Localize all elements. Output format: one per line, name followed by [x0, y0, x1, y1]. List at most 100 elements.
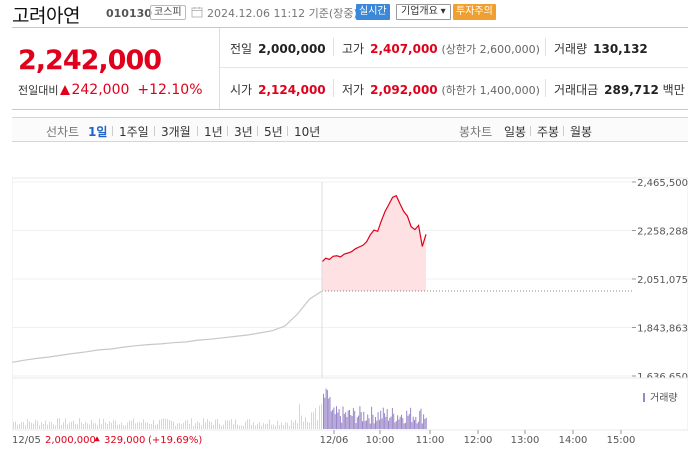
volume-bar — [261, 425, 262, 429]
volume-bar — [319, 405, 320, 429]
volume-bar — [191, 418, 192, 429]
volume-bar — [424, 418, 426, 429]
volume-bar — [343, 414, 345, 429]
volume-bar — [55, 425, 56, 429]
volume-bar — [347, 410, 349, 429]
change-label: 전일대비 — [18, 84, 59, 97]
chart-period-tabs: 선차트 1일 1주일 3개월 1년 3년 5년 10년 봉차트 일봉 주봉 월봉 — [12, 117, 688, 142]
company-overview-button[interactable]: 기업개요 ▾ — [396, 4, 451, 20]
tab-3month[interactable]: 3개월 — [161, 125, 191, 139]
volume-bar — [243, 425, 244, 429]
volume-bar — [177, 423, 178, 429]
tab-10year[interactable]: 10년 — [294, 125, 321, 139]
tab-5year[interactable]: 5년 — [264, 125, 283, 139]
volume-bar — [389, 417, 391, 429]
investment-warning-badge[interactable]: 투자주의 — [453, 4, 496, 20]
low-value: 2,092,000 — [370, 83, 438, 97]
y-tick-label: 1,843,863 — [637, 324, 688, 335]
tab-1week[interactable]: 1주일 — [119, 125, 149, 139]
volume-bar — [359, 406, 361, 429]
volume-bar — [195, 423, 196, 429]
volume-bar — [59, 418, 60, 429]
volume-bar — [329, 397, 331, 429]
volume-bar — [37, 420, 38, 429]
volume-bar — [269, 419, 270, 429]
volume-bar — [31, 422, 32, 429]
tab-3year[interactable]: 3년 — [234, 125, 253, 139]
volume-bar — [363, 411, 365, 429]
volume-bar — [378, 419, 380, 429]
volume-bar — [109, 421, 110, 429]
volume-bar — [143, 419, 144, 429]
tab-weekly-candle[interactable]: 주봉 — [537, 125, 560, 139]
volume-bar — [293, 422, 294, 429]
tab-1day[interactable]: 1일 — [88, 125, 108, 139]
open-value: 2,124,000 — [258, 83, 326, 97]
x-tick-label: 11:00 — [416, 435, 445, 446]
volume-bar — [17, 425, 18, 429]
volume-bar — [229, 420, 230, 429]
current-price: 2,242,000 — [18, 45, 162, 76]
volume-bar — [169, 420, 170, 429]
volume-bar — [233, 424, 234, 429]
volume-legend: 거래량 — [650, 392, 678, 404]
volume-bar — [311, 412, 312, 429]
volume-bar — [219, 423, 220, 429]
volume-bar — [419, 410, 421, 429]
change-value: 242,000 — [71, 82, 130, 98]
volume-bar — [205, 422, 206, 429]
volume-bar — [338, 409, 340, 429]
volume-bar — [43, 424, 44, 429]
current-price-box: 2,242,000 전일대비 242,000 +12.10% — [12, 28, 220, 109]
volume-bar — [69, 422, 70, 429]
volume-bar — [358, 415, 360, 429]
volume-bar — [345, 412, 347, 429]
volume-bar — [367, 414, 369, 429]
volume-bar — [406, 410, 408, 429]
volume-bar — [105, 422, 106, 429]
volume-bar — [417, 421, 419, 429]
lower-limit: (하한가 1,400,000) — [441, 84, 540, 97]
x-tick-label: 12/06 — [320, 435, 349, 446]
prev-day-up-icon — [94, 436, 100, 442]
prev-day-close: 2,000,000 — [45, 435, 96, 446]
volume-bar — [360, 412, 362, 429]
tab-1year[interactable]: 1년 — [204, 125, 223, 139]
prev-day-pct: (+19.69%) — [148, 435, 202, 446]
volume-bar — [199, 422, 200, 429]
volume-bar — [41, 422, 42, 429]
intraday-chart: 2,465,5002,258,2882,051,0751,843,8631,63… — [11, 172, 689, 460]
volume-bar — [333, 407, 335, 429]
volume-bar — [71, 421, 72, 429]
volume-bar — [81, 422, 82, 429]
volume-bar — [63, 422, 64, 429]
volume-bar — [161, 419, 162, 429]
volume-bar — [377, 412, 379, 429]
volume-bar — [337, 412, 339, 429]
volume-bar — [57, 418, 58, 429]
volume-bar — [352, 408, 354, 429]
volume-bar — [253, 422, 254, 429]
volume-bar — [117, 424, 118, 429]
realtime-badge[interactable]: 실시간 — [356, 4, 390, 20]
volume-bar — [414, 419, 415, 429]
volume-bar — [245, 421, 246, 429]
stock-header: 고려아연 010130 코스피 2024.12.06 11:12 기준(장중) … — [0, 0, 700, 27]
volume-bar — [425, 417, 427, 429]
tab-monthly-candle[interactable]: 월봉 — [570, 125, 593, 139]
open-label: 시가 — [230, 83, 253, 97]
tab-daily-candle[interactable]: 일봉 — [504, 125, 527, 139]
volume-bar — [221, 425, 222, 429]
volume-bar — [356, 417, 358, 429]
volume-bar — [303, 421, 304, 429]
volume-bar — [255, 425, 256, 429]
volume-bar — [203, 418, 204, 429]
volume-bar — [91, 419, 92, 429]
volume-bar — [398, 419, 400, 429]
volume-bar — [157, 423, 158, 429]
volume-bar — [323, 393, 324, 429]
calendar-clock-icon — [191, 7, 203, 18]
volume-bar — [25, 425, 26, 429]
volume-bar — [21, 422, 22, 429]
volume-bar — [77, 424, 78, 429]
